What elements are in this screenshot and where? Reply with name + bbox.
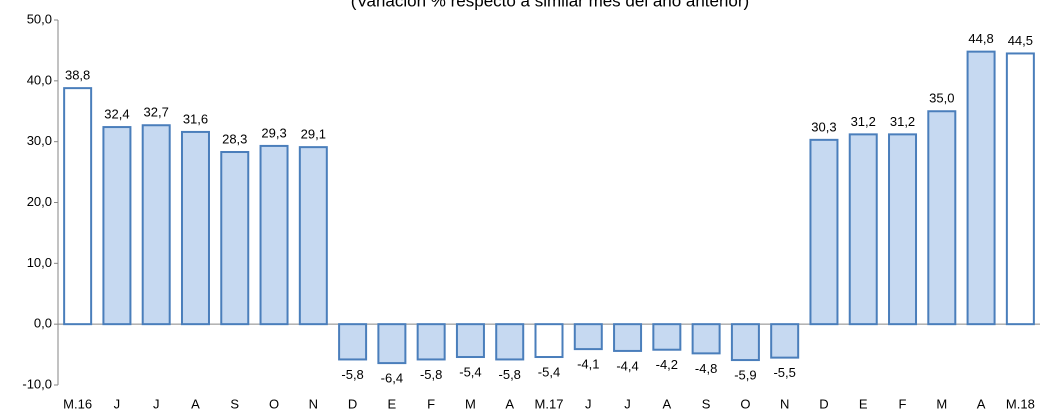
bar [377,323,407,365]
data-label: 44,8 [968,31,993,46]
x-tick-label: N [309,396,318,411]
data-label: -5,4 [538,364,560,379]
bar [652,323,682,351]
data-label: -5,5 [773,365,795,380]
data-label: -5,9 [734,367,756,382]
bar [770,323,800,359]
x-tick-label: S [230,396,239,411]
y-tick-label: -10,0 [22,376,52,391]
x-tick-label: A [505,396,514,411]
data-label: -5,8 [420,367,442,382]
y-tick-label: 20,0 [27,194,52,209]
x-tick-label: M.16 [63,396,92,411]
bar [298,146,328,326]
bar [730,323,760,362]
y-tick-label: 0,0 [34,316,52,331]
x-tick-label: J [624,396,631,411]
data-label: -5,8 [341,367,363,382]
x-tick-label: A [663,396,672,411]
x-tick-label: A [977,396,986,411]
data-label: 35,0 [929,91,954,106]
x-tick-label: D [819,396,828,411]
data-label: 32,7 [144,105,169,120]
x-tick-label: M.17 [535,396,564,411]
data-label: 31,2 [890,114,915,129]
x-tick-label: M [936,396,947,411]
bar [613,323,643,352]
y-tick-label: 30,0 [27,133,52,148]
bar [259,144,289,326]
bar [220,151,250,326]
bar [102,126,132,326]
x-tick-label: J [153,396,160,411]
data-label: -5,4 [459,364,481,379]
bar [141,124,171,326]
data-label: -4,4 [616,358,638,373]
x-tick-label: J [585,396,592,411]
bar [180,130,210,326]
data-label: 29,1 [301,127,326,142]
bar [1005,52,1035,326]
data-label: -5,8 [499,367,521,382]
x-tick-label: M.18 [1006,396,1035,411]
data-label: 31,6 [183,111,208,126]
x-tick-label: F [427,396,435,411]
y-tick-label: 10,0 [27,255,52,270]
x-tick-label: E [388,396,397,411]
x-tick-label: F [899,396,907,411]
x-tick-label: O [269,396,279,411]
data-label: -4,1 [577,357,599,372]
x-tick-label: S [702,396,711,411]
bar [455,323,485,359]
chart-subtitle: (Variación % respecto a similar mes del … [351,0,749,10]
bar [927,110,957,326]
bar [573,323,603,351]
bar [338,323,368,361]
bar [848,133,878,326]
data-label: 38,8 [65,68,90,83]
x-tick-label: D [348,396,357,411]
bar [63,87,93,326]
data-label: 29,3 [261,125,286,140]
data-label: 31,2 [851,114,876,129]
data-label: 44,5 [1008,33,1033,48]
x-tick-label: O [740,396,750,411]
y-tick-label: 50,0 [27,11,52,26]
x-tick-label: J [114,396,121,411]
x-tick-label: N [780,396,789,411]
x-tick-label: E [859,396,868,411]
bar [809,138,839,326]
data-label: -4,8 [695,361,717,376]
data-label: 30,3 [811,119,836,134]
bar [966,50,996,326]
bar [534,323,564,359]
bar [495,323,525,361]
bar [416,323,446,361]
y-tick-label: 40,0 [27,72,52,87]
data-label: -6,4 [381,371,403,386]
bar [691,323,721,355]
data-label: 28,3 [222,131,247,146]
x-tick-label: M [465,396,476,411]
x-tick-label: A [191,396,200,411]
data-label: -4,2 [656,357,678,372]
bar [888,133,918,326]
data-label: 32,4 [104,107,129,122]
